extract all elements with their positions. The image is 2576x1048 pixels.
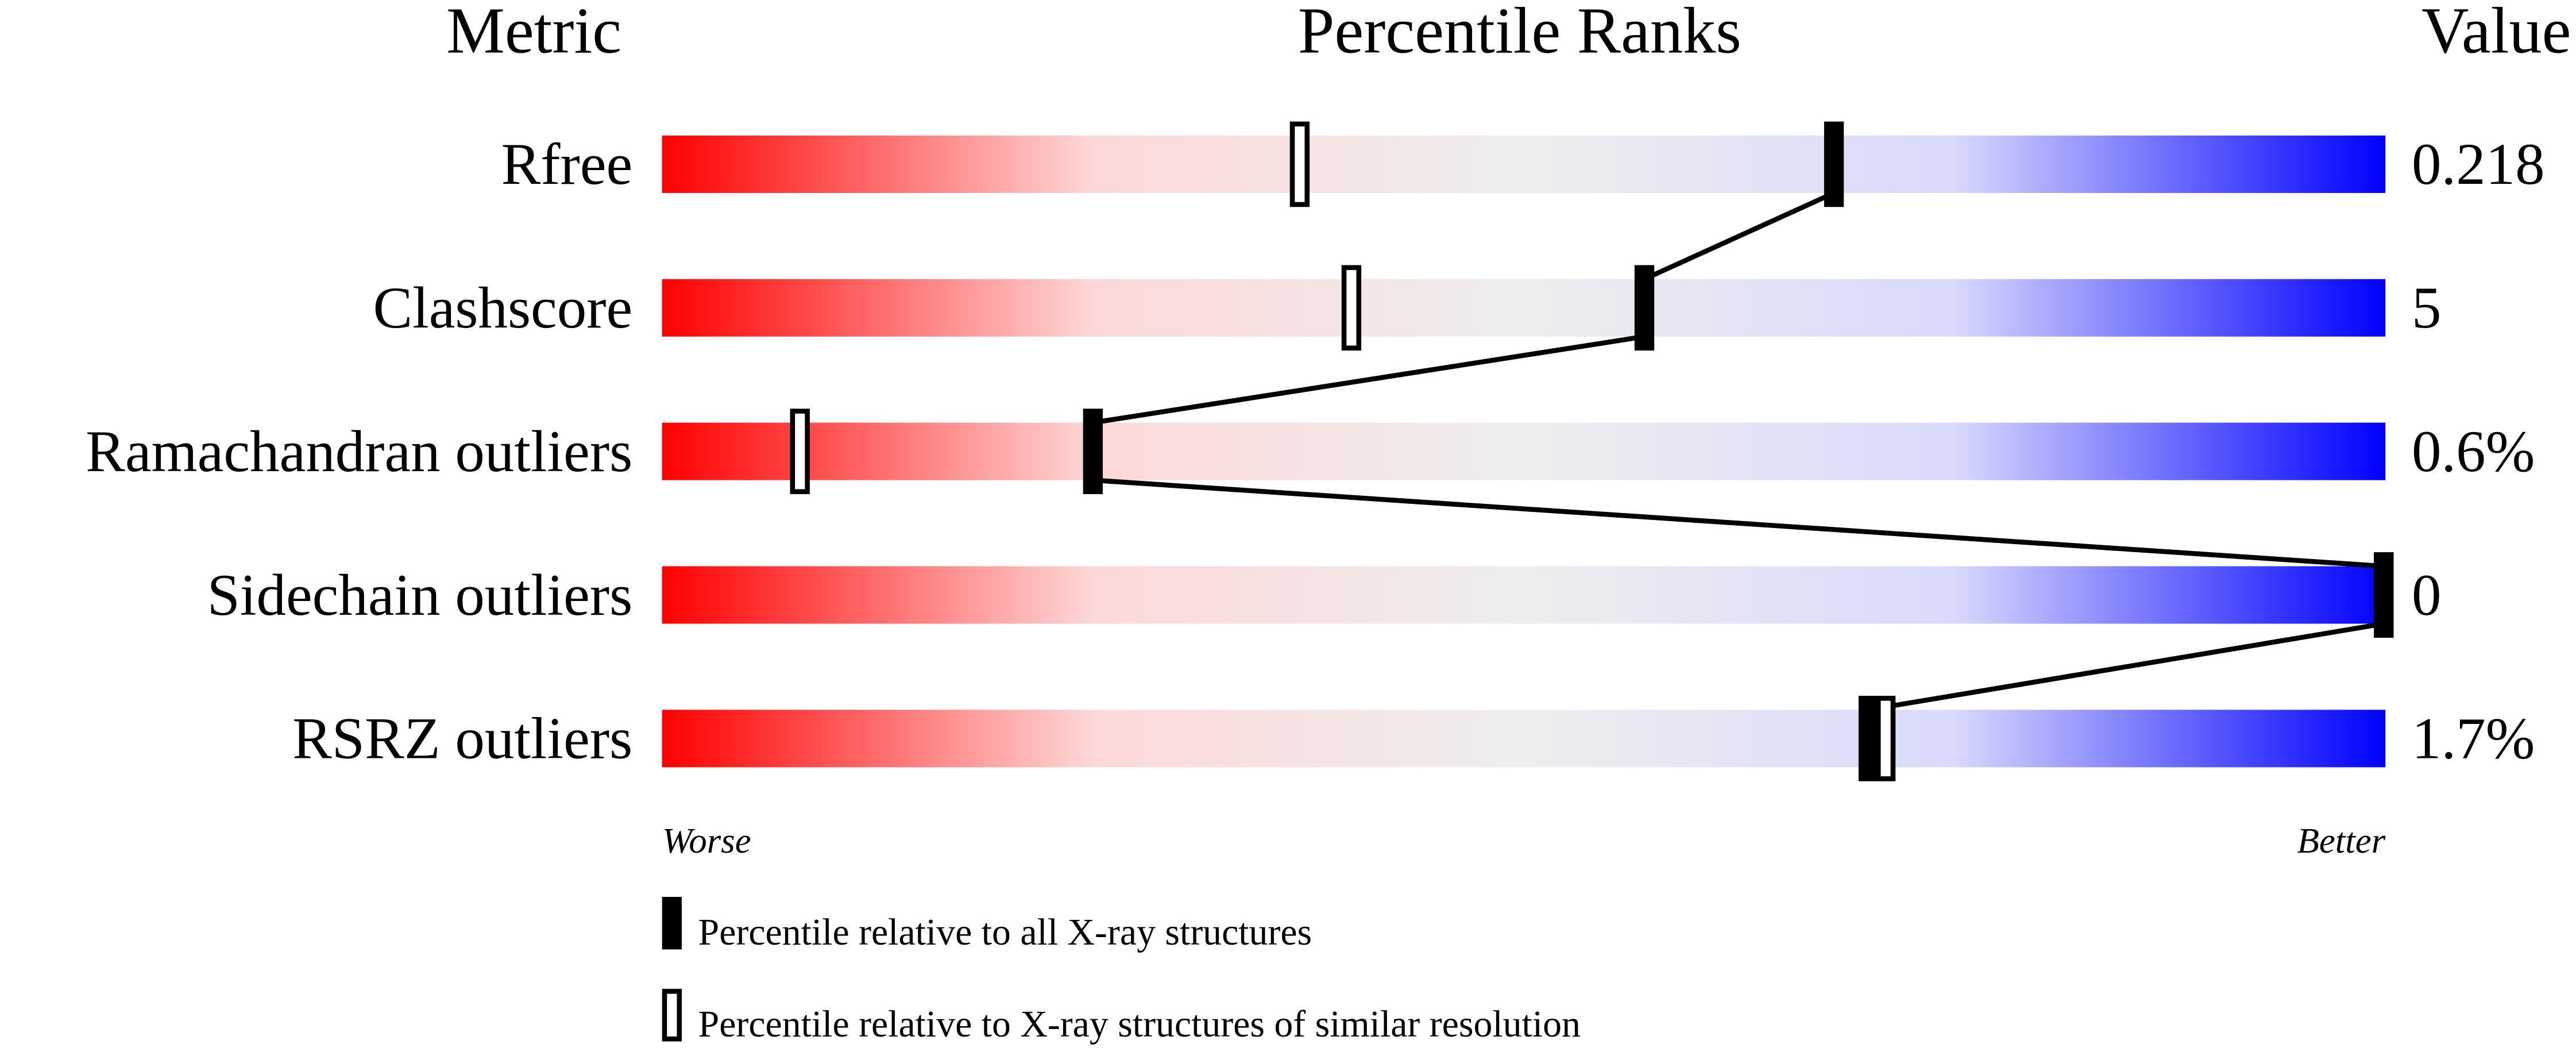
- metric-label: Clashscore: [373, 275, 632, 341]
- marker-all-structures: [1824, 121, 1844, 207]
- connector-line: [1643, 191, 1835, 282]
- axis-worse-label: Worse: [662, 820, 751, 861]
- marker-all-structures: [2374, 552, 2394, 638]
- metric-value: 5: [2412, 275, 2441, 341]
- metric-label: Sidechain outliers: [207, 562, 633, 628]
- percentile-bar: [662, 566, 2386, 624]
- connector-line: [1092, 334, 1645, 425]
- marker-all-structures: [1083, 409, 1103, 494]
- percentile-bar: [662, 422, 2386, 480]
- header-metric: Metric: [446, 0, 621, 67]
- legend-filled-marker-icon: [662, 896, 682, 950]
- metric-label: Rfree: [501, 132, 633, 197]
- metric-value: 1.7%: [2412, 706, 2535, 772]
- percentile-bar: [662, 710, 2386, 768]
- legend-all-label: Percentile relative to all X-ray structu…: [698, 911, 1312, 953]
- metric-value: 0.6%: [2412, 419, 2535, 484]
- metric-label: RSRZ outliers: [292, 706, 632, 772]
- legend-similar-label: Percentile relative to X-ray structures …: [698, 1003, 1581, 1045]
- marker-all-structures: [1858, 696, 1879, 781]
- axis-better-label: Better: [2297, 820, 2385, 861]
- legend-open-marker-icon: [662, 989, 682, 1042]
- header-percentile-ranks: Percentile Ranks: [1298, 0, 1741, 67]
- metric-value: 0: [2412, 562, 2441, 628]
- percentile-bar: [662, 279, 2386, 337]
- marker-similar-resolution: [1289, 121, 1310, 207]
- marker-all-structures: [1634, 265, 1655, 351]
- connector-line: [1868, 621, 2385, 712]
- marker-similar-resolution: [790, 409, 810, 494]
- metric-value: 0.218: [2412, 132, 2545, 197]
- metric-label: Ramachandran outliers: [86, 419, 632, 484]
- marker-similar-resolution: [1341, 265, 1362, 351]
- marker-similar-resolution: [1875, 696, 1896, 781]
- header-value: Value: [2421, 0, 2571, 67]
- connector-line: [1092, 477, 2384, 569]
- percentile-bar: [662, 135, 2386, 193]
